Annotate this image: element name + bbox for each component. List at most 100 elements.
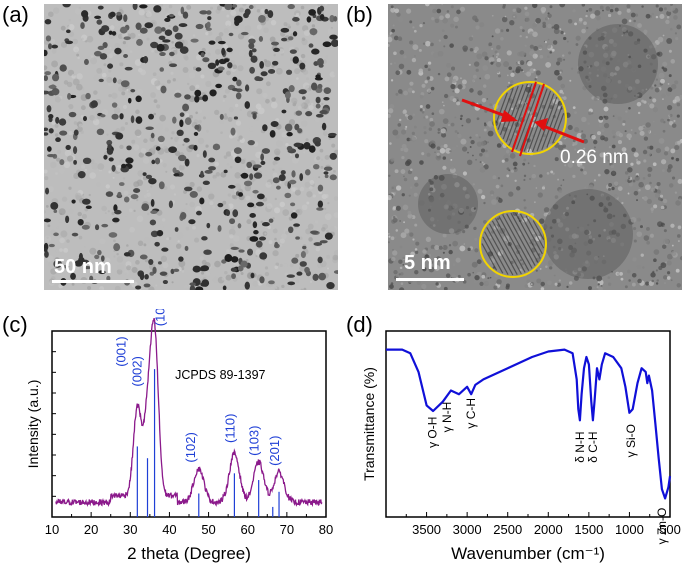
texture-dot <box>651 54 657 60</box>
texture-dot <box>547 280 552 286</box>
texture-dot <box>582 85 587 91</box>
background-speckle <box>56 157 61 162</box>
nanoparticle <box>59 64 67 72</box>
texture-dot <box>655 15 659 19</box>
background-speckle <box>233 195 238 200</box>
nanoparticle <box>139 4 148 9</box>
texture-dot <box>446 72 452 78</box>
texture-dot <box>447 205 453 211</box>
scale-bar-b <box>396 278 464 281</box>
texture-dot <box>481 274 486 279</box>
texture-dot <box>664 146 670 152</box>
nanoparticle <box>81 224 90 230</box>
background-speckle <box>257 107 265 115</box>
texture-dot <box>599 5 604 10</box>
texture-dot <box>624 83 630 88</box>
nanoparticle <box>193 131 199 136</box>
texture-dot <box>506 86 509 88</box>
background-speckle <box>89 247 97 255</box>
nanoparticle <box>278 174 286 182</box>
texture-dot <box>582 138 588 144</box>
texture-dot <box>464 193 470 199</box>
texture-dot <box>652 120 655 123</box>
nanoparticle <box>315 96 321 104</box>
background-speckle <box>68 130 73 136</box>
texture-dot <box>673 15 678 20</box>
texture-dot <box>438 245 443 250</box>
texture-dot <box>402 263 405 266</box>
texture-dot <box>456 9 461 15</box>
background-speckle <box>285 142 289 147</box>
nanoparticle <box>281 37 288 42</box>
nanoparticle <box>148 113 155 120</box>
background-speckle <box>74 192 82 200</box>
nanoparticle <box>132 4 138 11</box>
texture-dot <box>643 159 647 163</box>
background-speckle <box>273 207 281 214</box>
texture-dot <box>403 55 407 59</box>
background-speckle <box>301 120 308 127</box>
background-speckle <box>245 166 248 170</box>
background-speckle <box>96 67 103 74</box>
nanoparticle <box>151 159 156 165</box>
nanoparticle <box>71 199 76 204</box>
nanoparticle <box>194 124 200 130</box>
background-speckle <box>207 52 211 56</box>
texture-dot <box>421 283 427 290</box>
background-speckle <box>255 151 262 159</box>
texture-dot <box>446 10 450 13</box>
texture-dot <box>452 90 455 93</box>
texture-dot <box>533 164 536 168</box>
texture-dot <box>409 168 413 172</box>
nanoparticle <box>67 92 72 100</box>
background-speckle <box>274 197 278 201</box>
texture-dot <box>610 237 617 243</box>
background-speckle <box>188 72 196 79</box>
background-speckle <box>273 53 276 57</box>
background-speckle <box>68 103 74 110</box>
nanoparticle <box>252 189 259 194</box>
texture-dot <box>539 174 543 178</box>
background-speckle <box>283 263 288 268</box>
nanoparticle <box>201 279 210 287</box>
texture-dot <box>519 259 522 262</box>
texture-dot <box>662 244 667 249</box>
texture-dot <box>431 112 435 116</box>
texture-dot <box>533 45 539 51</box>
nanoparticle <box>329 34 338 40</box>
texture-dot <box>617 80 622 84</box>
nanoparticle <box>44 127 49 132</box>
texture-dot <box>671 176 676 180</box>
texture-dot <box>395 134 400 139</box>
background-speckle <box>187 82 190 86</box>
nanoparticle <box>200 52 205 58</box>
background-speckle <box>122 177 126 180</box>
background-speckle <box>290 210 293 214</box>
background-speckle <box>76 83 83 91</box>
background-speckle <box>119 159 124 163</box>
background-speckle <box>305 73 311 79</box>
nanoparticle <box>252 164 262 169</box>
nanoparticle <box>288 85 295 93</box>
background-speckle <box>99 238 106 245</box>
background-speckle <box>225 151 232 157</box>
texture-dot <box>392 24 395 27</box>
texture-dot <box>660 262 667 269</box>
texture-dot <box>492 55 495 57</box>
texture-dot <box>568 51 572 55</box>
texture-dot <box>639 130 645 136</box>
texture-dot <box>462 230 466 234</box>
texture-dot <box>621 147 627 152</box>
texture-dot <box>645 88 648 91</box>
nanoparticle <box>96 128 105 136</box>
nanoparticle <box>206 21 211 28</box>
nanoparticle <box>150 199 155 207</box>
texture-dot <box>405 125 408 128</box>
texture-dot <box>491 199 497 205</box>
texture-dot <box>588 7 593 12</box>
background-speckle <box>80 105 86 111</box>
texture-dot <box>536 278 542 284</box>
texture-dot <box>445 273 451 278</box>
background-speckle <box>112 176 115 179</box>
scale-label-a: 50 nm <box>54 256 112 278</box>
